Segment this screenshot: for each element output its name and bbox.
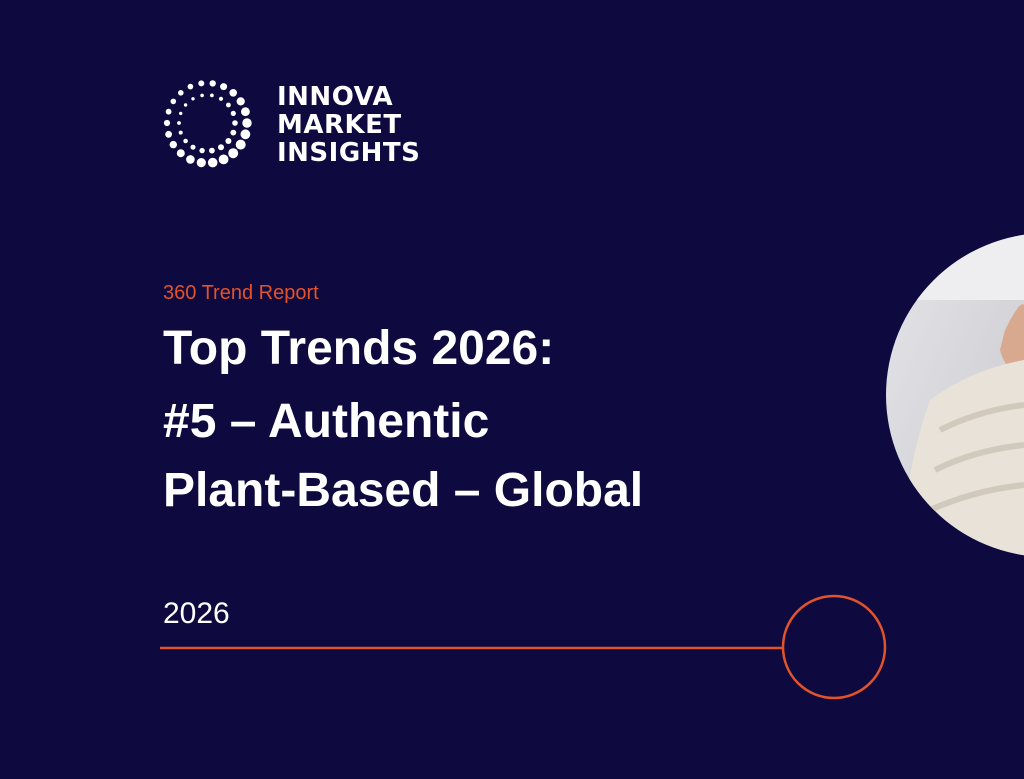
accent-circle	[781, 594, 887, 700]
logo-dot	[209, 147, 215, 154]
logo-dot	[240, 129, 251, 140]
logo-dot	[230, 110, 236, 116]
logo-dot	[169, 140, 177, 149]
logo-text: INNOVA	[277, 82, 393, 112]
logo-dot	[229, 89, 237, 97]
logo-dot	[228, 148, 239, 159]
logo-text: INSIGHTS	[277, 138, 420, 168]
logo-dot	[165, 108, 172, 115]
kicker: 360 Trend Report	[163, 282, 319, 304]
logo-dot	[220, 83, 228, 91]
logo-dot	[183, 103, 188, 107]
title-line: #5 – Authentic	[163, 395, 489, 448]
logo-dot	[191, 97, 195, 101]
logo-dot	[176, 149, 185, 158]
logo-dot	[207, 157, 218, 168]
logo-dot	[178, 90, 184, 96]
logo-dot	[218, 96, 224, 101]
logo-dot	[236, 97, 245, 106]
logo-dot	[183, 138, 188, 144]
logo-dot	[190, 144, 196, 150]
logo-dot	[187, 83, 194, 90]
logo-dot	[209, 80, 216, 87]
logo-dot	[198, 80, 205, 87]
year: 2026	[163, 597, 230, 630]
logo-dot	[196, 158, 206, 168]
logo-mark	[163, 80, 252, 168]
logo-dot	[232, 120, 238, 126]
logo-dot	[179, 111, 183, 116]
logo-text: MARKET	[277, 110, 402, 140]
logo-dot	[186, 155, 195, 164]
logo-dot	[200, 93, 204, 98]
logo-dot	[225, 138, 232, 144]
title-line: Plant-Based – Global	[163, 464, 643, 517]
logo-dot	[177, 121, 181, 125]
logo-dot	[210, 93, 214, 98]
logo-dot	[235, 139, 246, 150]
logo-dot	[165, 130, 173, 138]
logo-dot	[199, 147, 205, 154]
logo-dot	[241, 107, 250, 117]
logo-dot	[226, 102, 231, 108]
logo-dot	[170, 98, 177, 105]
logo-dot	[242, 118, 252, 128]
logo-dot	[230, 129, 237, 136]
title-line: Top Trends 2026:	[163, 322, 554, 375]
logo-dot	[163, 119, 171, 127]
logo-dot	[178, 130, 183, 135]
logo-dot	[218, 154, 229, 165]
logo-dot	[218, 144, 224, 151]
